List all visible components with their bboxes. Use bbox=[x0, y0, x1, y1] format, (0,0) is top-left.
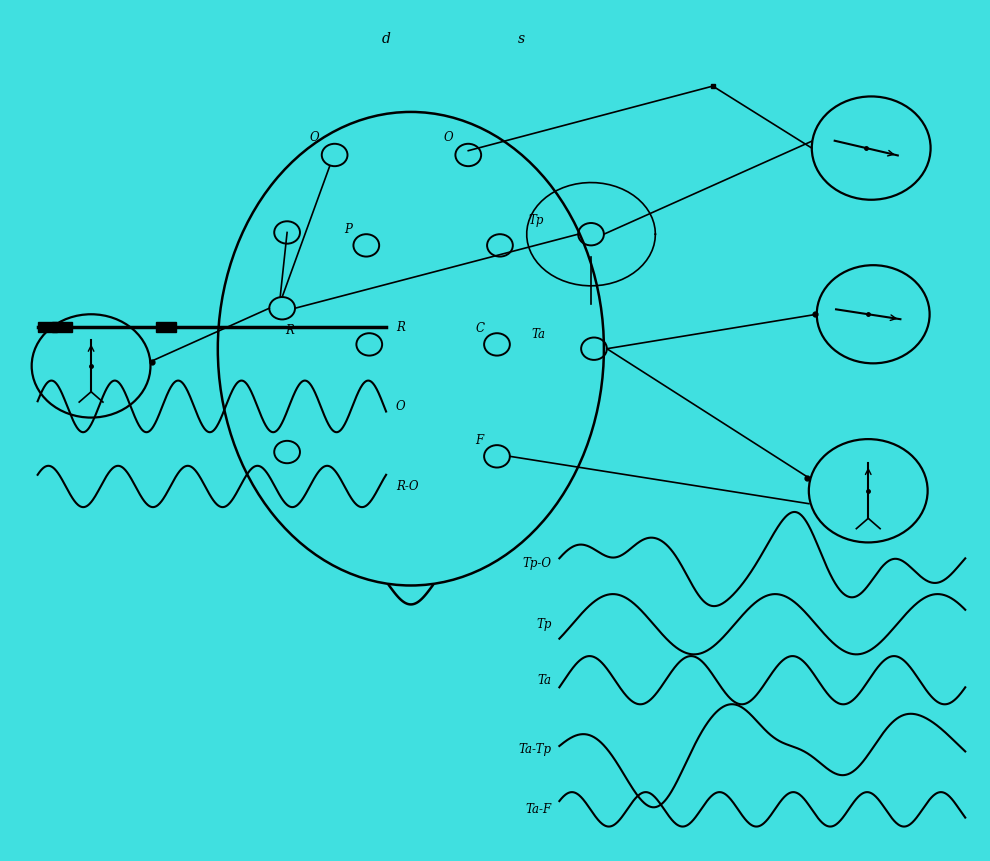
Text: R: R bbox=[396, 320, 405, 334]
Text: Tp-O: Tp-O bbox=[523, 557, 551, 571]
Text: Ta-Tp: Ta-Tp bbox=[519, 742, 551, 756]
Text: Ta: Ta bbox=[538, 673, 551, 687]
Text: C: C bbox=[475, 322, 484, 335]
Text: s: s bbox=[518, 32, 526, 46]
Text: R: R bbox=[285, 324, 294, 337]
Bar bbox=[52, 322, 72, 332]
Text: Ta: Ta bbox=[532, 328, 545, 341]
Bar bbox=[38, 322, 57, 332]
Text: O: O bbox=[396, 400, 406, 413]
Text: d: d bbox=[382, 32, 390, 46]
Bar bbox=[156, 322, 176, 332]
Text: Tp: Tp bbox=[529, 214, 545, 226]
Text: O: O bbox=[310, 131, 320, 144]
Text: Tp: Tp bbox=[536, 617, 551, 631]
Text: P: P bbox=[345, 223, 352, 236]
Text: F: F bbox=[475, 434, 483, 447]
Text: R-O: R-O bbox=[396, 480, 419, 493]
Text: O: O bbox=[444, 131, 453, 144]
Text: Ta-F: Ta-F bbox=[526, 802, 551, 816]
